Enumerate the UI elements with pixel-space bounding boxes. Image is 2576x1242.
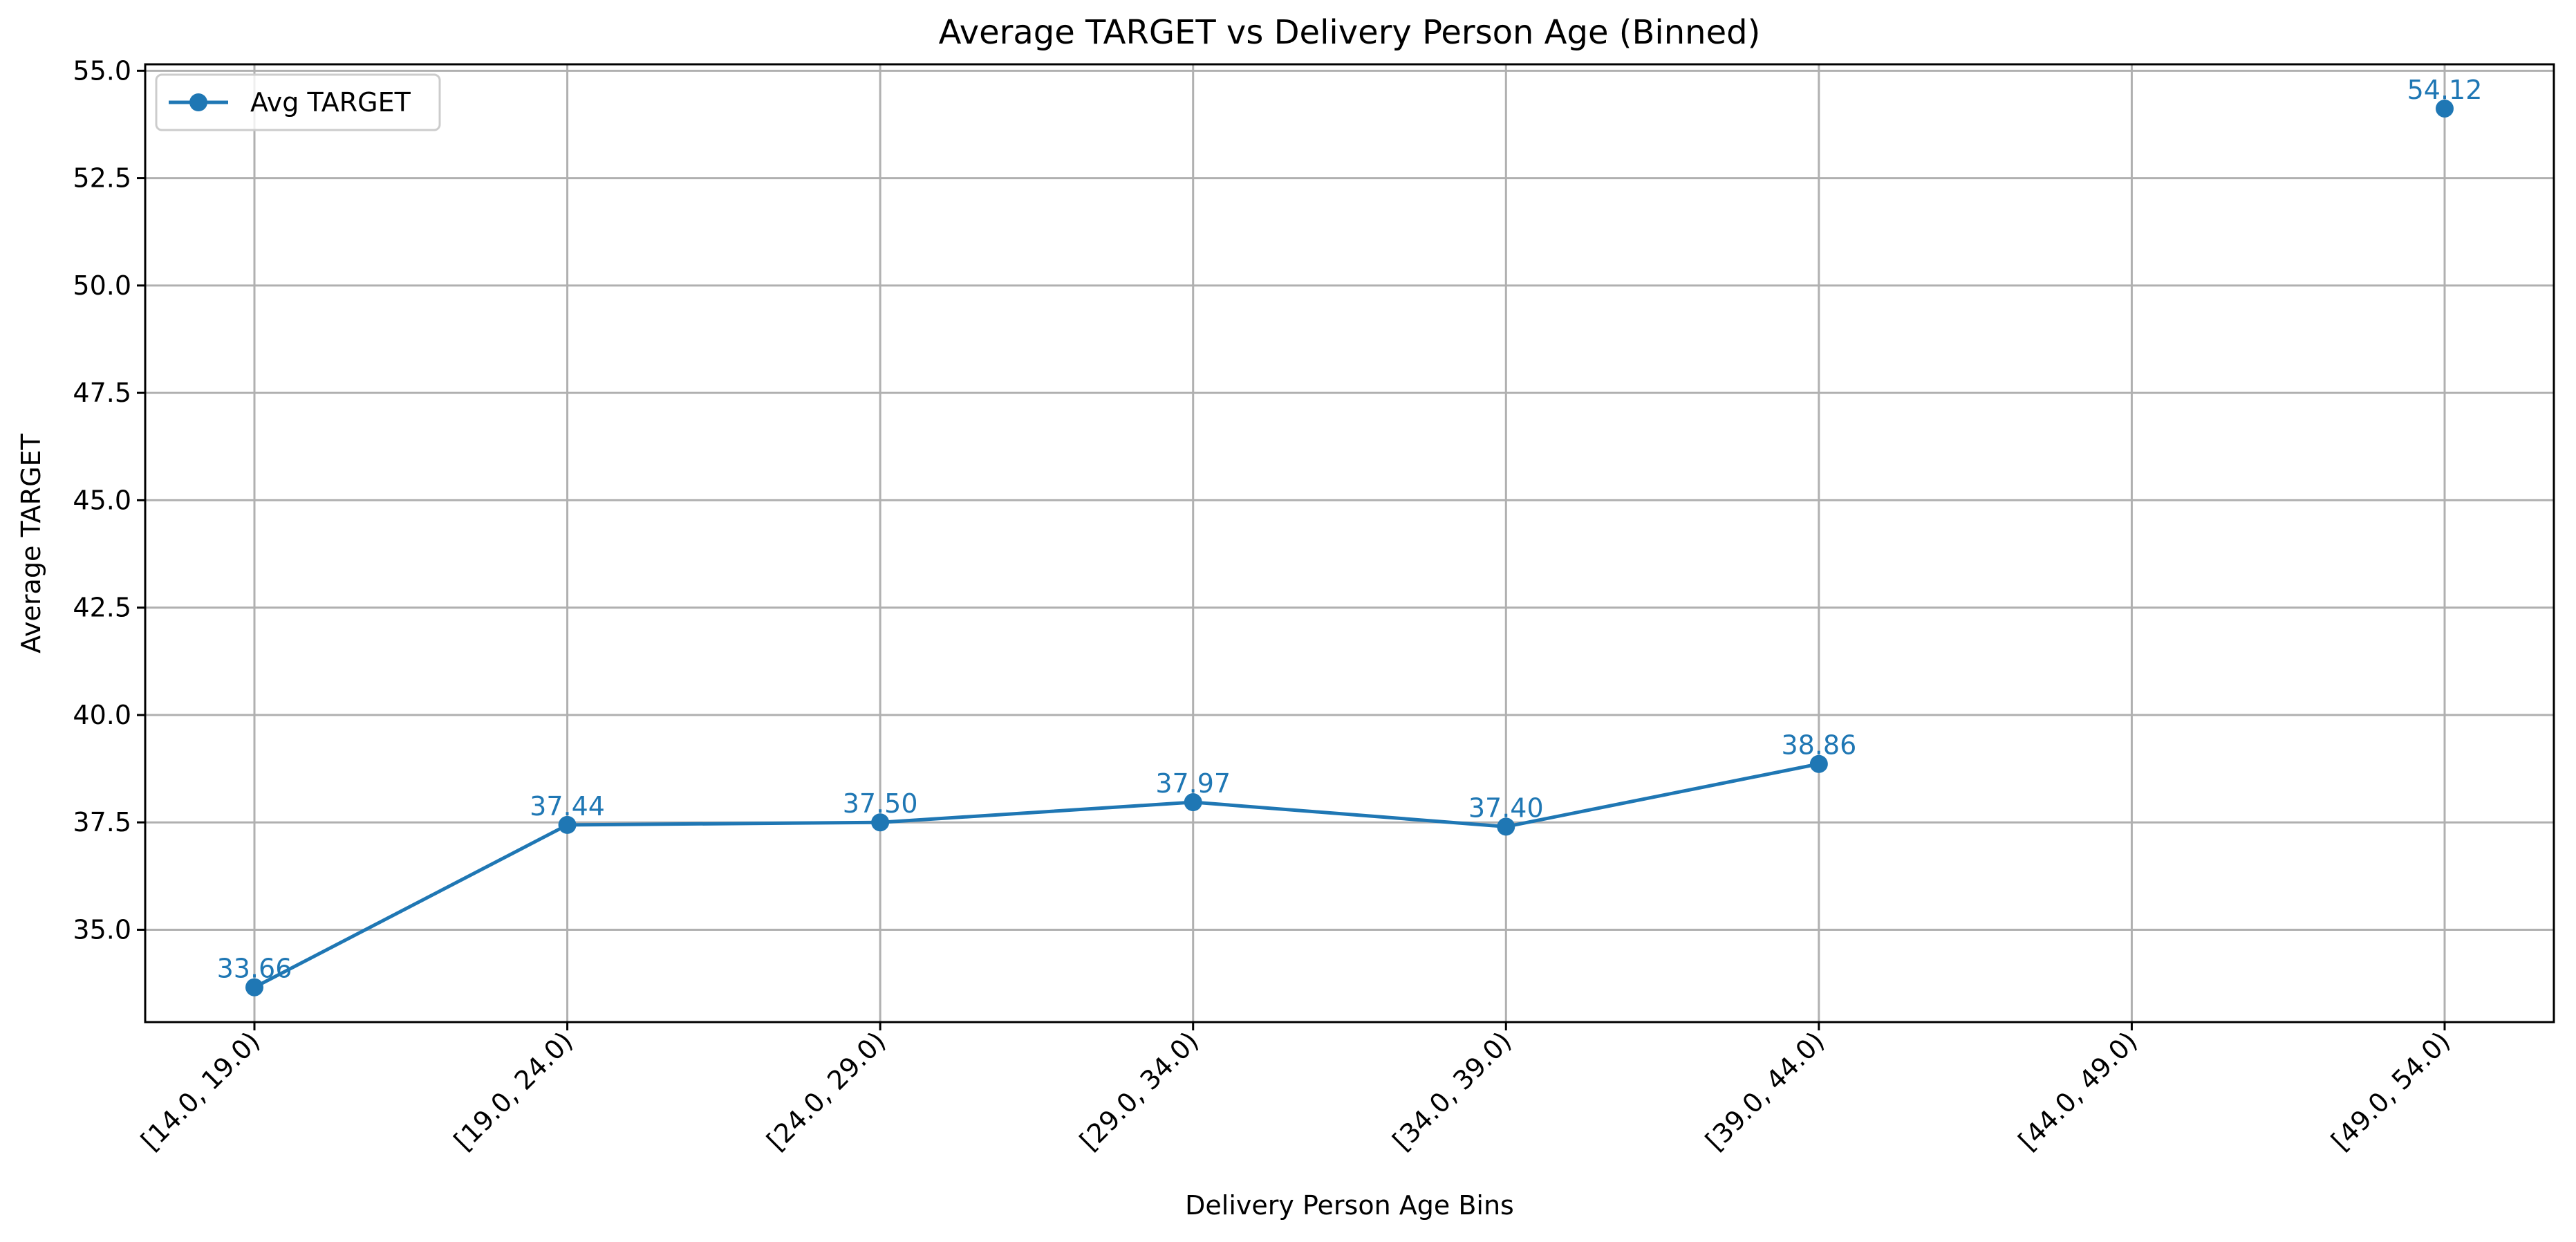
data-label: 37.50	[843, 788, 918, 819]
y-tick-label: 50.0	[73, 270, 131, 301]
data-point	[871, 813, 890, 832]
y-tick-label: 47.5	[73, 378, 131, 408]
legend-label: Avg TARGET	[250, 87, 411, 118]
y-tick-label: 42.5	[73, 593, 131, 623]
data-label: 37.40	[1468, 793, 1544, 823]
data-point	[1184, 793, 1202, 812]
data-point	[2436, 99, 2454, 118]
y-tick-label: 55.0	[73, 55, 131, 86]
data-label: 37.97	[1155, 768, 1231, 799]
axes-background	[145, 64, 2554, 1022]
legend-box	[155, 73, 441, 131]
y-tick-label: 52.5	[73, 163, 131, 194]
y-tick-label: 35.0	[73, 914, 131, 945]
data-label: 37.44	[530, 791, 605, 822]
data-label: 54.12	[2407, 75, 2483, 105]
legend-marker	[189, 93, 207, 111]
data-point	[558, 815, 577, 834]
y-tick-label: 37.5	[73, 807, 131, 837]
axes-frame	[144, 63, 2555, 1023]
y-tick-label: 40.0	[73, 700, 131, 730]
series-line	[253, 762, 1820, 989]
legend: Avg TARGET	[155, 73, 441, 131]
x-axis-label: Delivery Person Age Bins	[1185, 1190, 1514, 1221]
plot-area: 35.037.540.042.545.047.550.052.555.0[14.…	[73, 55, 2555, 1156]
chart-title: Average TARGET vs Delivery Person Age (B…	[939, 13, 1761, 52]
data-point	[1497, 817, 1515, 836]
y-tick-label: 45.0	[73, 485, 131, 515]
y-axis-label: Average TARGET	[16, 433, 46, 653]
data-label: 33.66	[217, 954, 292, 984]
data-label: 38.86	[1781, 730, 1856, 761]
data-point	[1809, 754, 1828, 773]
data-point	[245, 978, 263, 997]
